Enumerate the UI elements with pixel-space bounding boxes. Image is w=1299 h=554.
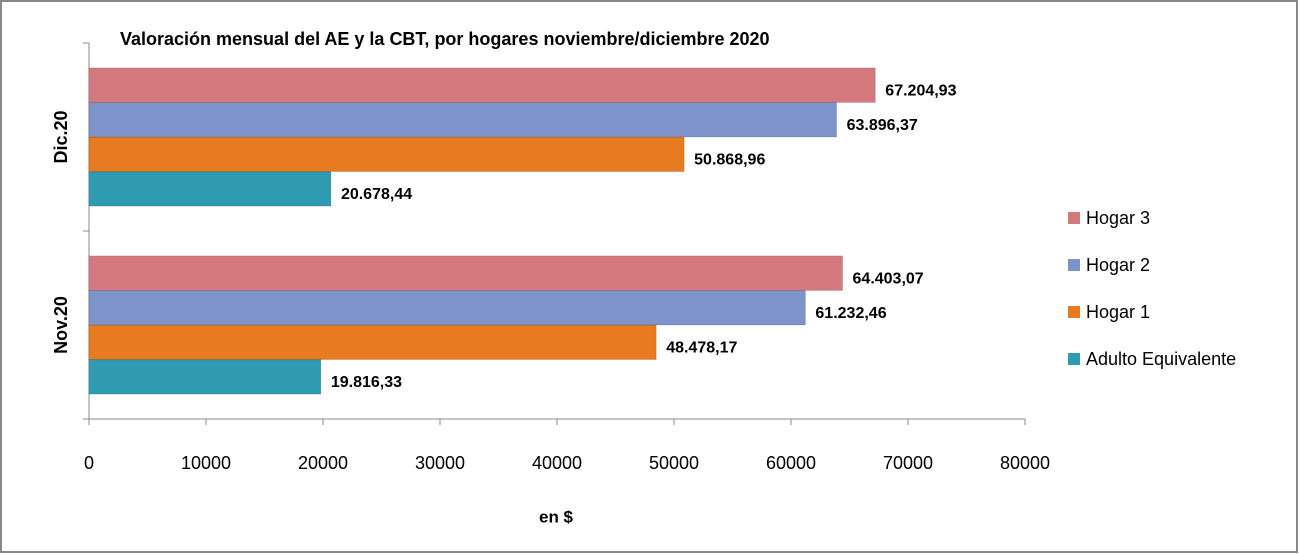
legend-label: Hogar 2 [1086, 255, 1150, 275]
bar [88, 289, 806, 326]
bar [88, 136, 685, 173]
x-tick-label: 10000 [181, 453, 231, 473]
x-tick-label: 80000 [1000, 453, 1050, 473]
x-tick-label: 40000 [532, 453, 582, 473]
x-axis-title: en $ [539, 507, 574, 526]
x-tick-label: 20000 [298, 453, 348, 473]
legend-label: Hogar 3 [1086, 208, 1150, 228]
bar [88, 171, 332, 207]
x-tick-label: 70000 [883, 453, 933, 473]
legend-label: Hogar 1 [1086, 302, 1150, 322]
bar [88, 324, 657, 361]
x-tick-label: 30000 [415, 453, 465, 473]
data-label: 67.204,93 [885, 82, 956, 99]
legend-swatch [1068, 353, 1080, 365]
bar [88, 255, 844, 291]
data-label: 50.868,96 [694, 151, 765, 168]
data-label: 61.232,46 [815, 305, 886, 322]
data-label: 63.896,37 [847, 117, 918, 134]
x-tick-label: 60000 [766, 453, 816, 473]
legend-swatch [1068, 212, 1080, 224]
chart-title: Valoración mensual del AE y la CBT, por … [120, 29, 770, 49]
y-tick-label: Dic.20 [51, 110, 71, 163]
data-label: 20.678,44 [341, 186, 412, 203]
legend-swatch [1068, 259, 1080, 271]
data-label: 48.478,17 [666, 339, 737, 356]
x-tick-label: 50000 [649, 453, 699, 473]
legend-label: Adulto Equivalente [1086, 349, 1236, 369]
data-label: 19.816,33 [331, 374, 402, 391]
legend-swatch [1068, 306, 1080, 318]
bar [88, 67, 876, 103]
y-tick-label: Nov.20 [51, 296, 71, 354]
bar [88, 101, 838, 138]
x-tick-label: 0 [84, 453, 94, 473]
data-label: 64.403,07 [853, 270, 924, 287]
bar [88, 359, 322, 395]
